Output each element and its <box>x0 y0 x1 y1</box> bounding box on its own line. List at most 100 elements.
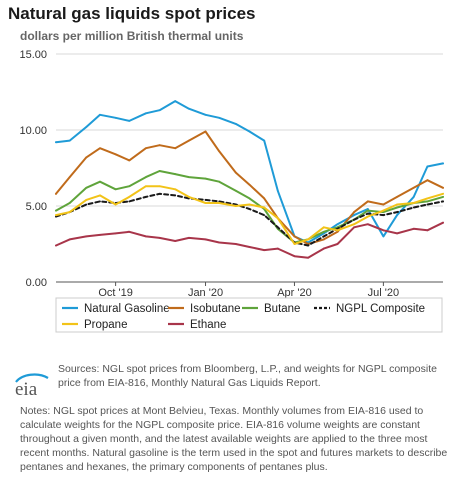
data-point-propane <box>382 209 385 212</box>
data-point-natural-gasoline <box>145 112 147 115</box>
data-point-natural-gasoline <box>396 214 398 217</box>
y-tick-label: 5.00 <box>26 201 47 213</box>
data-point-ethane <box>366 223 369 226</box>
data-point-ethane <box>426 229 429 232</box>
data-point-natural-gasoline <box>442 162 444 165</box>
data-point-isobutane <box>145 147 147 150</box>
data-point-butane <box>396 206 398 209</box>
data-point-isobutane <box>128 159 131 162</box>
data-point-isobutane <box>174 147 177 150</box>
data-point-isobutane <box>248 183 251 186</box>
data-point-natural-gasoline <box>68 139 71 142</box>
y-tick-label: 15.00 <box>19 49 47 61</box>
data-point-natural-gasoline <box>218 116 221 119</box>
data-point-ngpl-composite <box>158 192 161 195</box>
y-tick-label: 0.00 <box>26 277 47 289</box>
data-point-ethane <box>68 238 71 241</box>
data-point-ngpl-composite <box>174 194 177 197</box>
data-point-ngpl-composite <box>145 195 147 198</box>
data-point-natural-gasoline <box>426 165 429 168</box>
data-point-isobutane <box>366 200 369 203</box>
line-chart: 0.00 5.00 10.00 15.00 Oct '19 Jan '20 Apr '20 J… <box>19 49 444 333</box>
legend-label-isobutane: Isobutane <box>190 303 241 315</box>
data-point-isobutane <box>293 235 296 238</box>
data-point-butane <box>68 202 71 204</box>
data-point-isobutane <box>188 139 190 142</box>
data-point-isobutane <box>426 179 429 182</box>
data-point-ngpl-composite <box>307 244 310 247</box>
data-point-ngpl-composite <box>204 199 207 201</box>
data-point-butane <box>218 180 221 183</box>
data-point-ethane <box>293 255 296 258</box>
legend-label-ngpl-composite: NGPL Composite <box>336 303 425 315</box>
data-point-isobutane <box>218 150 221 153</box>
data-point-ethane <box>382 229 385 232</box>
data-point-butane <box>158 170 161 172</box>
legend-label-butane: Butane <box>264 303 300 315</box>
data-point-propane <box>234 205 237 207</box>
data-point-ethane <box>442 221 444 224</box>
data-point-ethane <box>99 233 101 236</box>
data-point-propane <box>293 243 296 245</box>
data-point-ngpl-composite <box>412 206 415 209</box>
data-point-ngpl-composite <box>442 200 444 203</box>
data-point-butane <box>248 197 251 200</box>
data-point-ngpl-composite <box>426 203 429 206</box>
data-point-propane <box>263 206 266 209</box>
eia-logo: eia <box>15 373 49 398</box>
data-point-ethane <box>158 237 161 239</box>
data-point-ngpl-composite <box>248 208 251 210</box>
data-point-natural-gasoline <box>276 189 279 192</box>
data-point-propane <box>307 238 310 241</box>
data-point-isobutane <box>55 192 57 195</box>
data-point-ethane <box>353 226 355 229</box>
data-point-natural-gasoline <box>188 107 190 110</box>
data-point-isobutane <box>99 147 101 150</box>
data-point-butane <box>234 189 237 192</box>
data-point-propane <box>276 217 279 220</box>
data-point-natural-gasoline <box>353 214 355 217</box>
data-point-ngpl-composite <box>276 226 279 229</box>
legend-label-ethane: Ethane <box>190 319 226 331</box>
data-point-isobutane <box>234 171 237 174</box>
data-point-butane <box>174 173 177 175</box>
data-point-ngpl-composite <box>322 235 325 238</box>
data-point-isobutane <box>412 186 415 189</box>
data-point-butane <box>145 176 147 179</box>
data-point-ethane <box>234 243 237 245</box>
x-tick-label: Apr '20 <box>277 287 312 299</box>
data-point-butane <box>188 176 190 179</box>
data-point-isobutane <box>204 130 207 133</box>
data-point-isobutane <box>353 211 355 213</box>
data-point-ngpl-composite <box>99 200 101 203</box>
data-point-natural-gasoline <box>412 195 415 198</box>
series-line-butane <box>55 170 444 244</box>
data-point-natural-gasoline <box>234 123 237 125</box>
notes-text: Notes: NGL spot prices at Mont Belvieu, … <box>20 405 448 473</box>
data-point-ethane <box>322 247 325 250</box>
data-point-isobutane <box>158 144 161 147</box>
data-point-isobutane <box>322 238 325 241</box>
data-point-ngpl-composite <box>396 211 398 213</box>
data-point-ethane <box>188 237 190 239</box>
data-point-ethane <box>114 232 117 235</box>
data-point-propane <box>396 203 398 206</box>
data-point-ethane <box>263 249 266 251</box>
data-point-ngpl-composite <box>55 215 57 218</box>
data-point-ngpl-composite <box>353 218 355 221</box>
data-point-propane <box>145 185 147 188</box>
data-point-natural-gasoline <box>248 130 251 133</box>
data-point-natural-gasoline <box>85 126 88 128</box>
sources-text: Sources: NGL spot prices from Bloomberg,… <box>58 363 437 389</box>
data-point-propane <box>336 229 339 232</box>
series-line-ngpl-composite <box>55 192 444 247</box>
data-point-ngpl-composite <box>263 214 266 217</box>
data-point-ethane <box>55 244 57 247</box>
data-point-ethane <box>248 246 251 248</box>
data-point-isobutane <box>442 186 444 189</box>
legend-box <box>55 297 443 333</box>
series-line-ethane <box>55 221 444 259</box>
data-point-butane <box>55 209 57 212</box>
data-point-propane <box>174 188 177 191</box>
data-point-butane <box>426 200 429 203</box>
